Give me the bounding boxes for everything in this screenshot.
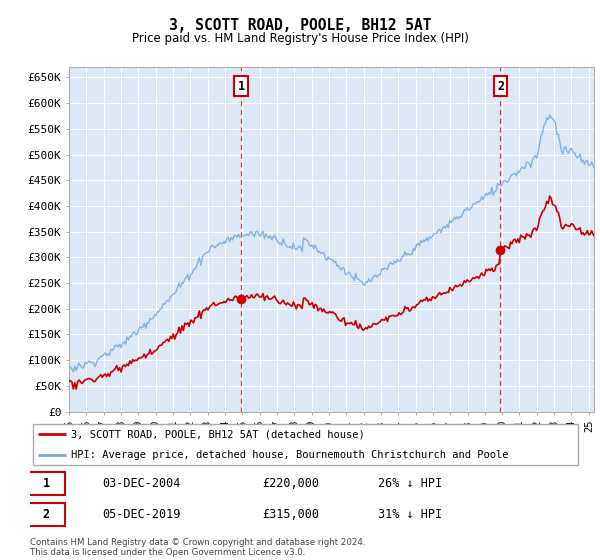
Text: Price paid vs. HM Land Registry's House Price Index (HPI): Price paid vs. HM Land Registry's House … [131,31,469,45]
FancyBboxPatch shape [33,424,578,465]
FancyBboxPatch shape [27,472,65,495]
Text: £315,000: £315,000 [262,508,319,521]
Text: 1: 1 [238,80,245,92]
Text: 03-DEC-2004: 03-DEC-2004 [102,477,180,490]
Text: 05-DEC-2019: 05-DEC-2019 [102,508,180,521]
FancyBboxPatch shape [27,503,65,526]
Text: 31% ↓ HPI: 31% ↓ HPI [378,508,442,521]
Text: Contains HM Land Registry data © Crown copyright and database right 2024.
This d: Contains HM Land Registry data © Crown c… [30,538,365,557]
Text: £220,000: £220,000 [262,477,319,490]
Text: 2: 2 [43,508,50,521]
Text: 26% ↓ HPI: 26% ↓ HPI [378,477,442,490]
Text: 1: 1 [43,477,50,490]
Text: HPI: Average price, detached house, Bournemouth Christchurch and Poole: HPI: Average price, detached house, Bour… [71,450,509,460]
Text: 3, SCOTT ROAD, POOLE, BH12 5AT (detached house): 3, SCOTT ROAD, POOLE, BH12 5AT (detached… [71,429,365,439]
Text: 2: 2 [497,80,504,92]
Text: 3, SCOTT ROAD, POOLE, BH12 5AT: 3, SCOTT ROAD, POOLE, BH12 5AT [169,18,431,32]
